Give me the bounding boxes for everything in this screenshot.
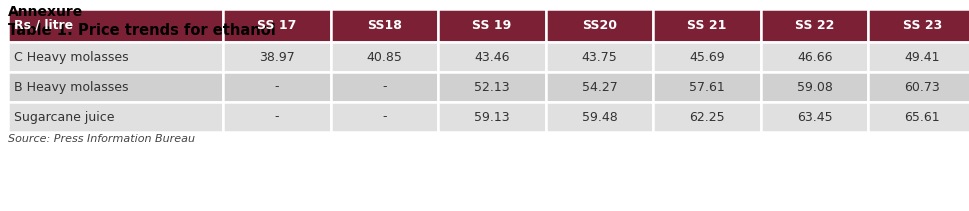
Text: -: - [382, 81, 387, 93]
Text: Table 1: Price trends for ethanol: Table 1: Price trends for ethanol [8, 23, 276, 38]
Bar [223, 72, 330, 102]
Bar [223, 42, 330, 72]
Bar [438, 102, 546, 132]
Text: 49.41: 49.41 [904, 50, 940, 64]
Bar [546, 42, 653, 72]
Text: 52.13: 52.13 [474, 81, 510, 93]
Text: 54.27: 54.27 [581, 81, 617, 93]
Bar [868, 72, 969, 102]
Bar [653, 72, 761, 102]
Text: 62.25: 62.25 [689, 111, 725, 123]
Text: B Heavy molasses: B Heavy molasses [14, 81, 129, 93]
Text: 60.73: 60.73 [904, 81, 940, 93]
Bar [438, 42, 546, 72]
Text: 59.48: 59.48 [581, 111, 617, 123]
Bar [546, 9, 653, 42]
Text: 43.75: 43.75 [581, 50, 617, 64]
Bar [330, 72, 438, 102]
Text: 40.85: 40.85 [366, 50, 402, 64]
Text: 46.66: 46.66 [797, 50, 832, 64]
Text: 45.69: 45.69 [689, 50, 725, 64]
Text: SS 23: SS 23 [903, 19, 942, 32]
Bar [868, 9, 969, 42]
Text: 59.08: 59.08 [797, 81, 832, 93]
Bar [868, 102, 969, 132]
Text: -: - [274, 81, 279, 93]
Text: 65.61: 65.61 [904, 111, 940, 123]
Text: SS 19: SS 19 [473, 19, 512, 32]
Bar [330, 42, 438, 72]
Bar [223, 9, 330, 42]
Text: -: - [274, 111, 279, 123]
Text: 57.61: 57.61 [689, 81, 725, 93]
Text: C Heavy molasses: C Heavy molasses [14, 50, 129, 64]
Text: Annexure: Annexure [8, 5, 83, 19]
Bar [546, 102, 653, 132]
Text: SS 21: SS 21 [687, 19, 727, 32]
Bar [330, 102, 438, 132]
Bar [8, 102, 223, 132]
Text: SS 22: SS 22 [795, 19, 834, 32]
Text: 43.46: 43.46 [474, 50, 510, 64]
Bar [223, 102, 330, 132]
Bar [8, 72, 223, 102]
Text: 59.13: 59.13 [474, 111, 510, 123]
Bar [546, 72, 653, 102]
Text: 63.45: 63.45 [797, 111, 832, 123]
Bar [761, 42, 868, 72]
Bar [761, 102, 868, 132]
Bar [438, 72, 546, 102]
Bar [8, 42, 223, 72]
Text: 38.97: 38.97 [259, 50, 295, 64]
Bar [653, 102, 761, 132]
Bar [438, 9, 546, 42]
Text: Source: Press Information Bureau: Source: Press Information Bureau [8, 134, 195, 144]
Text: SS 17: SS 17 [257, 19, 297, 32]
Text: SS18: SS18 [367, 19, 402, 32]
Bar [868, 42, 969, 72]
Bar [8, 9, 223, 42]
Text: Sugarcane juice: Sugarcane juice [14, 111, 114, 123]
Bar [761, 72, 868, 102]
Text: Rs / litre: Rs / litre [14, 19, 73, 32]
Bar [761, 9, 868, 42]
Bar [653, 9, 761, 42]
Text: SS20: SS20 [582, 19, 617, 32]
Text: -: - [382, 111, 387, 123]
Bar [330, 9, 438, 42]
Bar [653, 42, 761, 72]
